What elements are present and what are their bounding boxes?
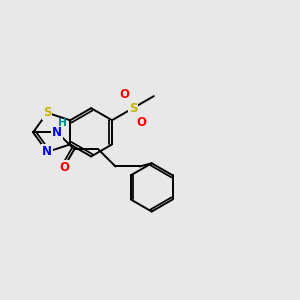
Text: S: S [43,106,52,119]
Text: S: S [129,102,137,115]
Text: N: N [42,146,52,158]
Text: H: H [58,118,67,128]
Text: O: O [59,160,69,174]
Text: N: N [52,126,62,139]
Text: O: O [136,116,146,129]
Text: O: O [120,88,130,101]
